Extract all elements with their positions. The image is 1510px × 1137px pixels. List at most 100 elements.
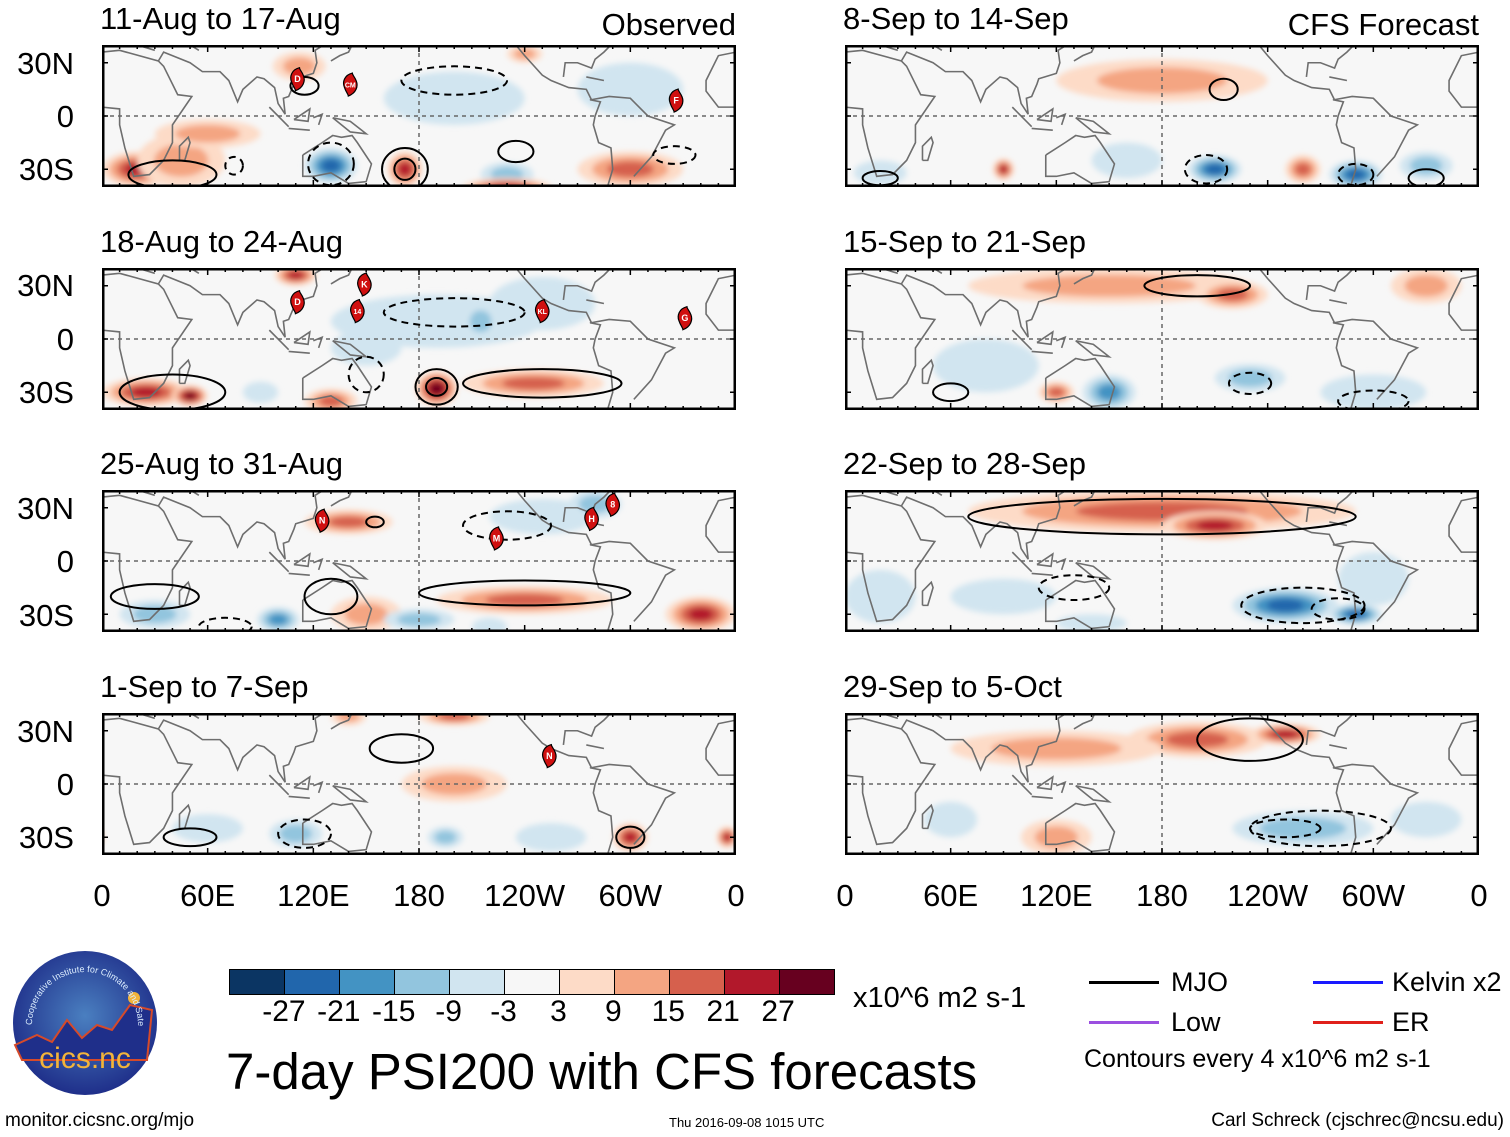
coastline (1036, 775, 1054, 791)
latitude-label: 30N (17, 713, 74, 749)
mjo-contour-positive (1407, 168, 1445, 187)
mjo-contour-positive (1208, 77, 1239, 102)
longitude-label: 60E (923, 878, 979, 913)
anomaly-shading (933, 338, 1039, 392)
coastline (288, 127, 310, 131)
map-canvas: N (102, 713, 736, 856)
coastline (589, 541, 677, 623)
coastline (562, 267, 613, 300)
anomaly-shading (606, 161, 654, 178)
coastline (845, 494, 937, 623)
anomaly-shading (1338, 552, 1409, 606)
legend-low-line (1089, 1021, 1159, 1024)
coastlines (102, 713, 736, 856)
mjo-contour-positive (418, 579, 632, 607)
legend-er-line (1313, 1021, 1383, 1024)
mjo-contour-positive (967, 498, 1357, 536)
mjo-contour-positive (381, 146, 429, 187)
map-panel: 1-Sep to 7-Sep N (100, 671, 736, 856)
coastline (845, 717, 937, 846)
coastline (178, 358, 191, 384)
mjo-contour-negative (1037, 574, 1111, 602)
mjo-contour-negative (1183, 154, 1229, 185)
coastline (293, 552, 311, 568)
coastline (1036, 329, 1054, 345)
coastline (845, 45, 899, 52)
tropical-cyclone-marker: K (357, 271, 372, 297)
coastlines (845, 45, 1479, 187)
mjo-contour-negative (400, 65, 509, 96)
mjo-contour-positive (615, 825, 646, 849)
coastline (900, 713, 1068, 783)
coastline (515, 490, 614, 633)
panel-title: 15-Sep to 21-Sep (843, 223, 1087, 259)
anomaly-shading (242, 381, 279, 403)
coastline (313, 112, 324, 126)
tropical-cyclone-marker: 8 (605, 492, 621, 518)
anomaly-shading (288, 271, 304, 279)
storm-label: F (673, 96, 679, 106)
anomaly-shading (430, 383, 443, 394)
coastline (900, 267, 1068, 338)
panel-title: 22-Sep to 28-Sep (843, 446, 1087, 482)
coastline (1036, 552, 1054, 568)
panel-tag: CFS Forecast (1287, 7, 1479, 42)
anomaly-shading (1048, 387, 1065, 397)
tropical-cyclone-marker: CM (342, 72, 358, 97)
coastline (268, 774, 290, 796)
colorbar-swatch (725, 970, 780, 994)
footer-url[interactable]: monitor.cicsnc.org/mjo (5, 1110, 195, 1131)
anomaly-shading (513, 48, 536, 60)
mjo-contour-negative (1240, 587, 1366, 625)
coastline (1073, 713, 1096, 730)
coastline (1056, 558, 1067, 571)
coastline (268, 329, 290, 350)
coastline (102, 272, 194, 400)
anomaly-shading (321, 159, 341, 172)
coastline (921, 581, 934, 607)
colorbar-swatch (395, 970, 450, 994)
latitude-label: 0 (56, 544, 74, 580)
coastline (1258, 45, 1357, 187)
panel-title: 11-Aug to 17-Aug (100, 1, 341, 36)
coastline (586, 76, 605, 82)
legend-kelvin-line (1313, 981, 1383, 984)
coastline (1044, 802, 1116, 853)
longitude-label: 0 (727, 878, 745, 913)
longitude-label: 120E (277, 878, 350, 913)
panel-title: 18-Aug to 24-Aug (100, 223, 344, 259)
coastline (1075, 562, 1112, 581)
longitude-label: 60W (598, 878, 663, 913)
latitude-label: 0 (56, 321, 74, 357)
panel-title: 1-Sep to 7-Sep (100, 669, 309, 705)
map-canvas: D K 14 KL G (102, 267, 736, 410)
coastline (1075, 116, 1112, 135)
coastline (705, 719, 736, 777)
colorbar (229, 969, 835, 995)
storm-label: 14 (353, 309, 361, 316)
coastline (1044, 357, 1116, 407)
storm-label: D (294, 297, 301, 307)
anomaly-shading (991, 737, 1122, 760)
coastline (1305, 490, 1356, 523)
shading-layer (933, 267, 1462, 410)
anomaly-shading (924, 801, 978, 838)
anomaly-shading (268, 614, 288, 626)
coastline (1258, 713, 1357, 856)
anomaly-shading (1346, 169, 1365, 180)
coastline (562, 45, 613, 78)
mjo-contours (118, 296, 623, 410)
coastline (589, 763, 677, 845)
mjo-contour-positive (118, 373, 227, 410)
coastline (1258, 490, 1357, 633)
coastline (1011, 106, 1033, 128)
mjo-contour-positive (393, 157, 417, 181)
panel-title: 29-Sep to 5-Oct (843, 669, 1062, 705)
colorbar-swatch (670, 970, 725, 994)
latitude-label: 30N (17, 268, 74, 304)
coastline (1031, 127, 1053, 131)
tropical-cyclone-marker: M (489, 526, 504, 552)
map-panel: 25-Aug to 31-Aug N M H 8 (100, 448, 736, 633)
mjo-contour-positive (1196, 717, 1304, 763)
coastline (1031, 350, 1053, 354)
